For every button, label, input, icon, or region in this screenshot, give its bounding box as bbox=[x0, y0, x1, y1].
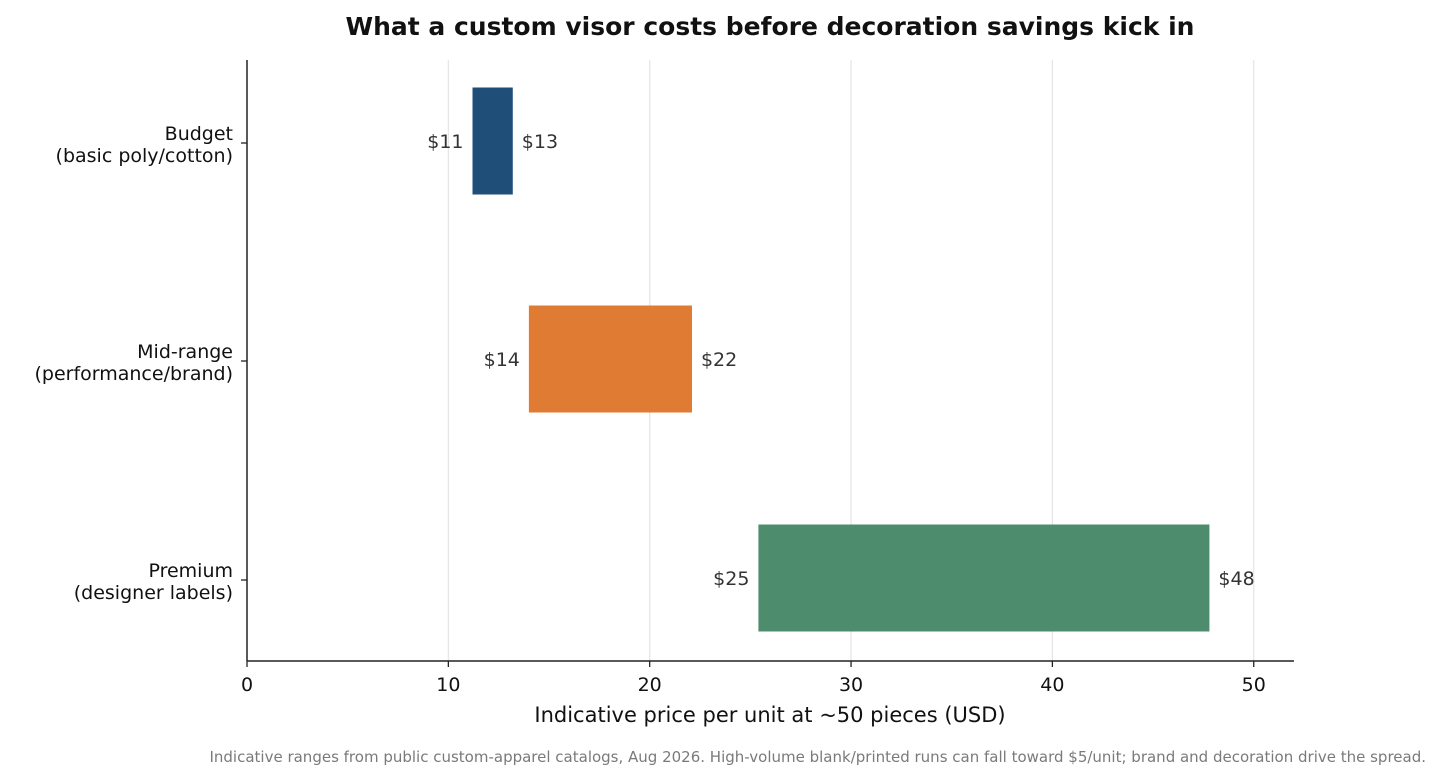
low-value-label: $11 bbox=[427, 131, 463, 153]
chart-title: What a custom visor costs before decorat… bbox=[346, 12, 1195, 41]
y-category-label: (designer labels) bbox=[74, 582, 233, 604]
y-category-label: Premium bbox=[148, 560, 233, 582]
x-tick-label: 50 bbox=[1242, 674, 1266, 696]
x-tick-label: 30 bbox=[839, 674, 863, 696]
value-labels: $11 $13 $14 $22 $25 $48 bbox=[427, 131, 1254, 590]
y-category-label: (performance/brand) bbox=[34, 363, 233, 385]
y-category-label: (basic poly/cotton) bbox=[56, 145, 233, 167]
x-axis-ticks: 0 10 20 30 40 50 bbox=[241, 661, 1266, 696]
range-bars bbox=[472, 87, 1210, 632]
low-value-label: $25 bbox=[713, 568, 749, 590]
chart-footnote: Indicative ranges from public custom-app… bbox=[209, 748, 1426, 766]
x-tick-label: 0 bbox=[241, 674, 253, 696]
range-bar bbox=[472, 87, 513, 195]
high-value-label: $48 bbox=[1218, 568, 1254, 590]
y-axis-categories: Budget(basic poly/cotton) Mid-range(perfo… bbox=[34, 123, 247, 604]
high-value-label: $22 bbox=[701, 349, 737, 371]
low-value-label: $14 bbox=[484, 349, 520, 371]
x-axis-title: Indicative price per unit at ~50 pieces … bbox=[534, 703, 1005, 727]
x-tick-label: 40 bbox=[1040, 674, 1064, 696]
high-value-label: $13 bbox=[522, 131, 558, 153]
range-bar bbox=[528, 305, 692, 413]
y-category-label: Mid-range bbox=[137, 341, 233, 363]
x-tick-label: 10 bbox=[436, 674, 460, 696]
range-bar bbox=[758, 524, 1210, 632]
x-tick-label: 20 bbox=[638, 674, 662, 696]
y-category-label: Budget bbox=[165, 123, 233, 145]
